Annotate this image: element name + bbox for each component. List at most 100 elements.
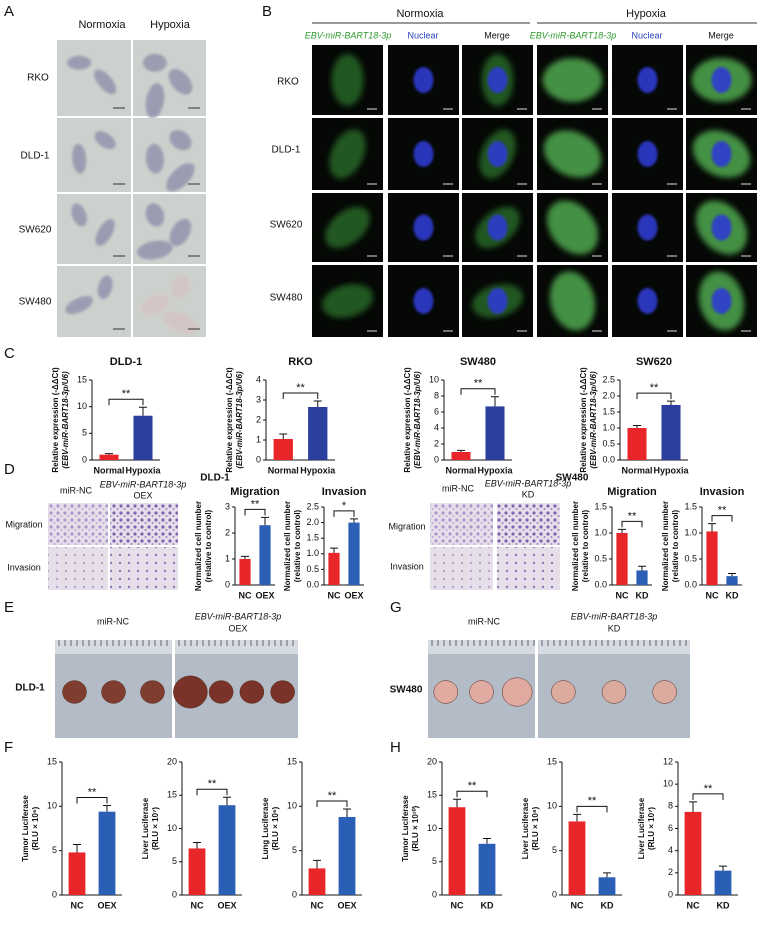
significance-bracket <box>244 508 266 516</box>
y-tick-label: 4 <box>256 374 261 384</box>
channel-label: Merge <box>708 30 734 40</box>
significance-bracket <box>76 796 108 804</box>
error-bar <box>603 872 611 878</box>
y-tick-label: 10 <box>429 374 439 384</box>
y-tick-label: 6 <box>434 406 439 416</box>
tumor <box>652 680 677 704</box>
cell <box>166 162 195 192</box>
ruler <box>538 640 690 654</box>
tumor <box>270 680 295 704</box>
y-tick-label: 0.0 <box>594 579 607 589</box>
y-axis-label: Lung Luciferase <box>261 797 270 859</box>
cell <box>145 83 165 119</box>
x-tick-label: Hypoxia <box>653 465 689 475</box>
y-tick-label: 5 <box>432 856 437 866</box>
y-tick-label: 0.5 <box>684 553 697 563</box>
x-tick-label: OEX <box>344 590 363 600</box>
y-axis-label: Normalized cell number <box>194 501 203 591</box>
y-axis-label: Liver Luciferase <box>141 797 150 859</box>
y-tick-label: 1.0 <box>594 527 607 537</box>
cytoplasm <box>543 130 602 178</box>
column-label: EBV-miR-BART18-3p <box>485 478 572 488</box>
significance-label: ** <box>718 505 727 517</box>
error-bar <box>313 400 322 407</box>
x-tick-label: OEX <box>217 900 236 910</box>
cell <box>71 203 87 227</box>
y-tick-label: 5 <box>172 856 177 866</box>
significance-label: ** <box>88 786 97 798</box>
error-bar <box>139 406 147 416</box>
y-tick-label: 1.0 <box>306 548 319 558</box>
tumor <box>101 680 126 704</box>
bar <box>568 821 586 895</box>
y-tick-label: 15 <box>427 790 437 800</box>
y-tick-label: 10 <box>287 801 297 811</box>
x-tick-label: NC <box>616 590 629 600</box>
bar <box>616 533 628 585</box>
significance-label: ** <box>122 388 131 400</box>
error-bar <box>330 547 338 553</box>
cell <box>72 143 87 174</box>
error-bar <box>708 523 716 532</box>
y-tick-label: 4 <box>434 422 439 432</box>
nucleus <box>711 141 732 167</box>
y-tick-label: 0 <box>292 889 297 899</box>
bar <box>188 848 206 895</box>
cytoplasm <box>325 206 370 249</box>
bar <box>726 576 738 585</box>
chart-title: SW620 <box>636 356 672 368</box>
x-tick-label: NC <box>328 590 341 600</box>
significance-bracket <box>333 510 355 517</box>
x-tick-label: NC <box>451 900 464 910</box>
x-tick-label: NC <box>239 590 252 600</box>
row-label: Migration <box>5 519 42 529</box>
nucleus <box>413 214 434 241</box>
transwell-stain <box>110 503 178 545</box>
transwell-stain <box>110 547 178 590</box>
significance-bracket <box>576 805 608 813</box>
y-axis-label: (EBV-miR-BART18-3p/U6) <box>589 371 598 469</box>
significance-bracket <box>196 788 228 796</box>
nucleus <box>637 141 658 167</box>
y-tick-label: 0 <box>225 579 230 589</box>
cytoplasm <box>549 271 596 331</box>
y-tick-label: 1.5 <box>594 501 607 511</box>
column-label: miR-NC <box>60 485 92 495</box>
x-tick-label: OEX <box>337 900 356 910</box>
error-bar <box>728 573 736 577</box>
y-tick-label: 15 <box>167 790 177 800</box>
x-tick-label: NC <box>706 590 719 600</box>
y-tick-label: 0 <box>82 454 87 464</box>
y-axis-label: Normalized cell number <box>661 501 670 591</box>
y-tick-label: 6 <box>668 823 673 833</box>
channel-label: EBV-miR-BART18-3p <box>530 30 617 40</box>
y-tick-label: 10 <box>663 779 673 789</box>
y-tick-label: 2 <box>668 867 673 877</box>
x-tick-label: Hypoxia <box>125 465 161 475</box>
bar <box>328 552 340 585</box>
nucleus <box>637 214 658 241</box>
y-axis-label: (RLU × 10⁸) <box>531 806 540 850</box>
cell <box>169 130 192 151</box>
cytoplasm <box>322 284 373 318</box>
cytoplasm <box>542 58 603 102</box>
x-tick-label: OEX <box>255 590 274 600</box>
y-tick-label: 5 <box>82 428 87 438</box>
y-tick-label: 15 <box>547 756 557 766</box>
tumor <box>469 680 494 704</box>
y-tick-label: 15 <box>77 374 87 384</box>
significance-label: ** <box>704 783 713 795</box>
row-label: SW620 <box>270 220 303 231</box>
panel-letter: B <box>262 3 272 20</box>
channel-label: Nuclear <box>407 30 438 40</box>
significance-label: * <box>342 500 347 512</box>
y-tick-label: 2.0 <box>306 517 319 527</box>
bar <box>348 522 360 585</box>
bar <box>273 439 293 460</box>
significance-label: ** <box>468 780 477 792</box>
image-layer <box>48 40 757 738</box>
y-axis-label: (EBV-miR-BART18-3p/U6) <box>235 371 244 469</box>
error-bar <box>73 843 81 853</box>
nucleus <box>711 288 732 314</box>
bar <box>714 870 732 895</box>
